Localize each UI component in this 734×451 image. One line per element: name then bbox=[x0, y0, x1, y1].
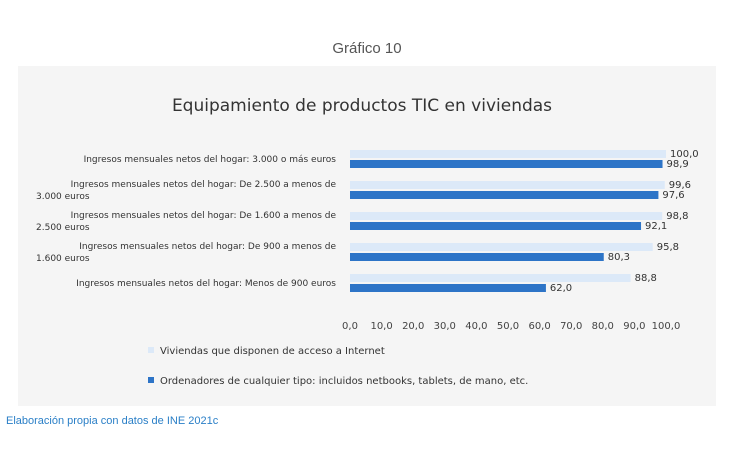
data-label-internet: 99,6 bbox=[669, 180, 691, 191]
data-label-internet: 95,8 bbox=[657, 242, 679, 253]
data-label-internet: 98,8 bbox=[666, 211, 688, 222]
x-tick-label: 10,0 bbox=[370, 321, 392, 332]
category-label: Ingresos mensuales netos del hogar: Meno… bbox=[76, 279, 336, 289]
bar-internet bbox=[350, 212, 663, 220]
bar-computers bbox=[350, 253, 604, 261]
bar-computers bbox=[350, 284, 546, 292]
bar-chart: Equipamiento de productos TIC en viviend… bbox=[36, 96, 699, 387]
legend-label-computers: Ordenadores de cualquier tipo: incluidos… bbox=[160, 376, 528, 387]
legend-swatch-internet bbox=[148, 347, 154, 353]
bar-computers bbox=[350, 222, 642, 230]
x-tick-label: 90,0 bbox=[623, 321, 645, 332]
category-label: Ingresos mensuales netos del hogar: De 1… bbox=[71, 211, 337, 221]
bar-computers bbox=[350, 191, 659, 199]
data-label-internet: 100,0 bbox=[670, 149, 699, 160]
x-tick-label: 80,0 bbox=[592, 321, 614, 332]
data-label-computers: 98,9 bbox=[667, 159, 689, 170]
bar-internet bbox=[350, 150, 666, 158]
x-tick-label: 100,0 bbox=[652, 321, 681, 332]
data-label-computers: 92,1 bbox=[645, 221, 667, 232]
figure-label: Gráfico 10 bbox=[332, 40, 402, 57]
plot-area: Ingresos mensuales netos del hogar: 3.00… bbox=[36, 149, 699, 387]
x-tick-label: 50,0 bbox=[497, 321, 519, 332]
category-label-line2: 2.500 euros bbox=[36, 223, 90, 233]
x-tick-label: 40,0 bbox=[465, 321, 487, 332]
data-label-computers: 62,0 bbox=[550, 283, 572, 294]
x-tick-label: 20,0 bbox=[402, 321, 424, 332]
bar-internet bbox=[350, 274, 631, 282]
x-tick-label: 0,0 bbox=[342, 321, 358, 332]
chart-title: Equipamiento de productos TIC en viviend… bbox=[172, 96, 552, 116]
x-tick-label: 70,0 bbox=[560, 321, 582, 332]
category-label: Ingresos mensuales netos del hogar: 3.00… bbox=[84, 155, 337, 165]
data-label-internet: 88,8 bbox=[635, 273, 657, 284]
bar-computers bbox=[350, 160, 663, 168]
category-label-line2: 3.000 euros bbox=[36, 192, 90, 202]
x-tick-label: 30,0 bbox=[434, 321, 456, 332]
legend-label-internet: Viviendas que disponen de acceso a Inter… bbox=[160, 346, 385, 357]
chart-panel bbox=[18, 66, 716, 406]
data-label-computers: 80,3 bbox=[608, 252, 630, 263]
category-label: Ingresos mensuales netos del hogar: De 2… bbox=[71, 180, 337, 190]
bar-internet bbox=[350, 181, 665, 189]
category-label: Ingresos mensuales netos del hogar: De 9… bbox=[79, 242, 336, 252]
x-tick-label: 60,0 bbox=[528, 321, 550, 332]
bar-internet bbox=[350, 243, 653, 251]
source-note: Elaboración propia con datos de INE 2021… bbox=[6, 415, 219, 427]
data-label-computers: 97,6 bbox=[662, 190, 684, 201]
legend-swatch-computers bbox=[148, 377, 154, 383]
category-label-line2: 1.600 euros bbox=[36, 254, 90, 264]
